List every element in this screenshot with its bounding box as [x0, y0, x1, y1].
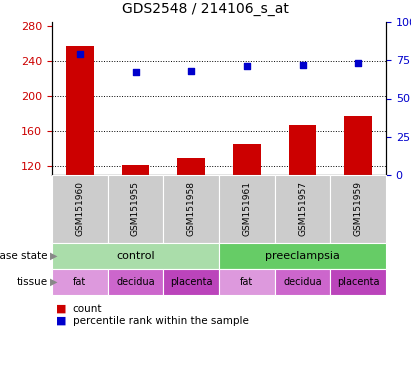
Text: disease state: disease state [0, 251, 48, 261]
Text: GSM151961: GSM151961 [242, 182, 252, 237]
Text: ■: ■ [56, 316, 67, 326]
Bar [344, 116, 372, 271]
Text: ■: ■ [56, 304, 67, 314]
Point [244, 63, 250, 70]
Point [132, 70, 139, 76]
Text: tissue: tissue [17, 277, 48, 287]
Text: GDS2548 / 214106_s_at: GDS2548 / 214106_s_at [122, 2, 289, 16]
Bar [233, 144, 261, 271]
Bar [177, 157, 205, 271]
Text: placenta: placenta [170, 277, 212, 287]
Bar [66, 46, 94, 271]
Point [76, 51, 83, 57]
Bar [289, 125, 316, 271]
Text: GSM151957: GSM151957 [298, 182, 307, 237]
Text: fat: fat [73, 277, 86, 287]
Text: ▶: ▶ [50, 251, 58, 261]
Text: count: count [73, 304, 102, 314]
Bar [122, 166, 150, 271]
Text: GSM151955: GSM151955 [131, 182, 140, 237]
Text: decidua: decidua [283, 277, 322, 287]
Text: decidua: decidua [116, 277, 155, 287]
Text: GSM151958: GSM151958 [187, 182, 196, 237]
Text: placenta: placenta [337, 277, 379, 287]
Text: fat: fat [240, 277, 254, 287]
Text: ▶: ▶ [50, 277, 58, 287]
Text: GSM151959: GSM151959 [354, 182, 363, 237]
Text: GSM151960: GSM151960 [75, 182, 84, 237]
Point [188, 68, 194, 74]
Point [299, 62, 306, 68]
Text: percentile rank within the sample: percentile rank within the sample [73, 316, 248, 326]
Text: preeclampsia: preeclampsia [265, 251, 340, 261]
Text: control: control [116, 251, 155, 261]
Point [355, 60, 361, 66]
